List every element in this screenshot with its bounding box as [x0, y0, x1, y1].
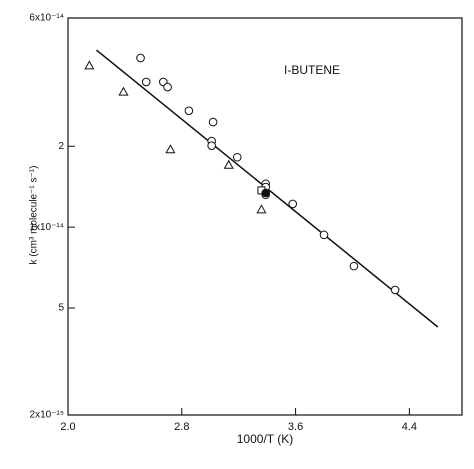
- annotation: I-BUTENE: [284, 63, 340, 77]
- circle-point: [163, 82, 172, 92]
- triangle-point: [118, 86, 129, 96]
- circle-point: [288, 199, 298, 209]
- y-tick-label: 2: [58, 141, 64, 152]
- x-tick-label: 4.4: [402, 421, 417, 433]
- circle-point: [319, 230, 329, 240]
- triangle-point: [84, 60, 95, 70]
- x-tick-label: 2.8: [174, 421, 189, 433]
- y-tick-label: 6x10⁻¹⁴: [29, 13, 64, 24]
- x-axis-label: 1000/T (K): [237, 432, 293, 446]
- plot-frame: [67, 17, 463, 416]
- x-tick-label: 2.0: [60, 421, 75, 433]
- circle-point: [207, 141, 216, 150]
- filled-point: [261, 188, 271, 198]
- circle-point: [136, 53, 145, 63]
- triangle-point: [256, 204, 267, 214]
- y-tick-label: 1x10⁻¹⁴: [29, 222, 64, 233]
- circle-point: [390, 285, 400, 295]
- circle-point: [232, 152, 242, 162]
- circle-point: [208, 117, 218, 127]
- circle-point: [349, 261, 359, 271]
- y-tick-label: 2x10⁻¹⁵: [30, 410, 64, 421]
- circle-point: [141, 77, 151, 87]
- triangle-point: [165, 144, 176, 154]
- x-tick-label: 3.6: [288, 421, 303, 433]
- circle-point: [184, 106, 194, 116]
- triangle-point: [223, 159, 234, 169]
- y-axis-label: k (cm³ molecule⁻¹ s⁻¹): [29, 166, 40, 265]
- y-tick-label: 5: [58, 303, 64, 314]
